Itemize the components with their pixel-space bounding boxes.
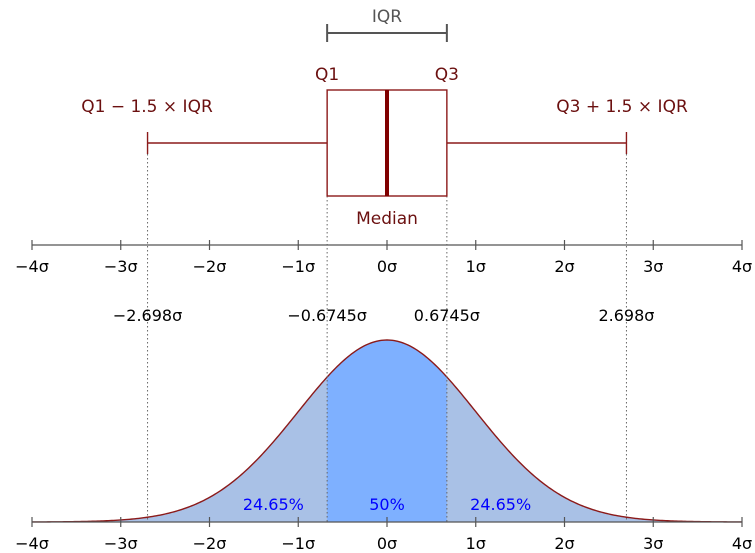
tick-label: −2σ xyxy=(193,257,227,276)
upper-fence-label: Q3 + 1.5 × IQR xyxy=(556,97,688,117)
tick-label: −1σ xyxy=(281,534,315,553)
distribution-group xyxy=(31,339,743,523)
marker-label: 0.6745σ xyxy=(414,306,480,325)
median-label: Median xyxy=(356,209,418,229)
tick-label: 2σ xyxy=(554,257,574,276)
tick-label: −1σ xyxy=(281,257,315,276)
q1-label: Q1 xyxy=(315,65,339,85)
boxplot-group: IQR Q1 Q3 Median Q1 − 1.5 × IQR Q3 + 1.5… xyxy=(81,7,688,229)
normal-curve xyxy=(31,339,743,523)
q3-label: Q3 xyxy=(435,65,459,85)
tick-label: 1σ xyxy=(466,257,486,276)
tick-labels-bottom: −4σ −3σ −2σ −1σ 0σ 1σ 2σ 3σ 4σ xyxy=(15,534,752,553)
tick-label: 1σ xyxy=(466,534,486,553)
area-left-quartile-region xyxy=(147,377,328,522)
tick-label: 4σ xyxy=(732,257,752,276)
marker-label: −0.6745σ xyxy=(287,306,367,325)
tick-label: 0σ xyxy=(377,257,397,276)
sigma-marker-labels: −2.698σ −0.6745σ 0.6745σ 2.698σ xyxy=(113,306,655,325)
tick-label: −4σ xyxy=(15,534,49,553)
sigma-axis-top xyxy=(31,240,743,250)
tick-label: −3σ xyxy=(104,257,138,276)
marker-label: −2.698σ xyxy=(113,306,182,325)
tick-label: −2σ xyxy=(193,534,227,553)
tick-label: 0σ xyxy=(377,534,397,553)
percent-middle-label: 50% xyxy=(369,495,405,514)
tick-labels-top: −4σ −3σ −2σ −1σ 0σ 1σ 2σ 3σ 4σ xyxy=(15,257,752,276)
tick-label: 2σ xyxy=(554,534,574,553)
tick-label: 3σ xyxy=(643,534,663,553)
sigma-axis-bottom xyxy=(31,517,743,527)
iqr-label: IQR xyxy=(372,7,402,27)
tick-label: −4σ xyxy=(15,257,49,276)
area-right-quartile-region xyxy=(446,377,627,522)
marker-label: 2.698σ xyxy=(598,306,654,325)
percent-left-label: 24.65% xyxy=(243,495,304,514)
lower-fence-label: Q1 − 1.5 × IQR xyxy=(81,97,213,117)
percent-right-label: 24.65% xyxy=(470,495,531,514)
tick-label: 3σ xyxy=(643,257,663,276)
tick-label: 4σ xyxy=(732,534,752,553)
tick-label: −3σ xyxy=(104,534,138,553)
area-interquartile-region xyxy=(327,340,447,522)
